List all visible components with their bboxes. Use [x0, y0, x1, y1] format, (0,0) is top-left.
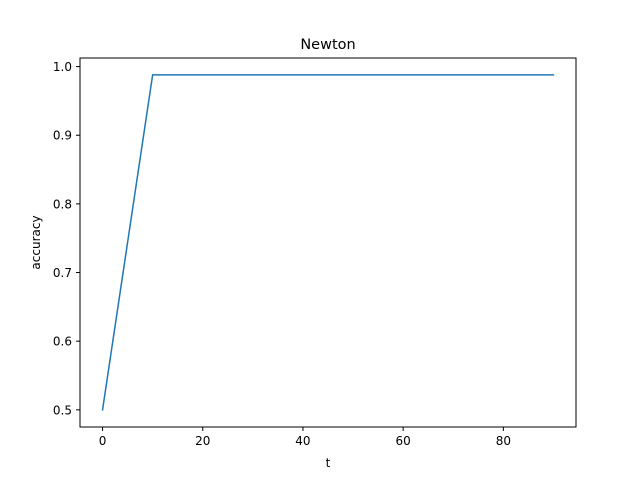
- x-axis-ticks: 0 20 40 60 80: [99, 427, 511, 448]
- y-tick-label: 0.7: [53, 266, 72, 280]
- chart-title: Newton: [300, 37, 355, 53]
- y-tick-label: 1.0: [53, 60, 72, 74]
- plot-area: [80, 58, 576, 427]
- y-tick-label: 0.9: [53, 129, 72, 143]
- x-tick-label: 80: [496, 434, 511, 448]
- y-tick-label: 0.6: [53, 335, 72, 349]
- x-tick-label: 0: [99, 434, 107, 448]
- plot-frame: [79, 57, 577, 428]
- y-axis-label: accuracy: [29, 215, 43, 269]
- series-line: [101, 74, 555, 411]
- x-tick-label: 40: [295, 434, 310, 448]
- y-tick-label: 0.5: [53, 403, 72, 417]
- x-tick-label: 60: [396, 434, 411, 448]
- series-layer: [101, 74, 555, 411]
- x-tick-label: 20: [195, 434, 210, 448]
- y-tick-label: 0.8: [53, 197, 72, 211]
- y-axis-ticks: 0.5 0.6 0.7 0.8 0.9 1.0: [53, 60, 80, 417]
- x-axis-label: t: [326, 456, 331, 470]
